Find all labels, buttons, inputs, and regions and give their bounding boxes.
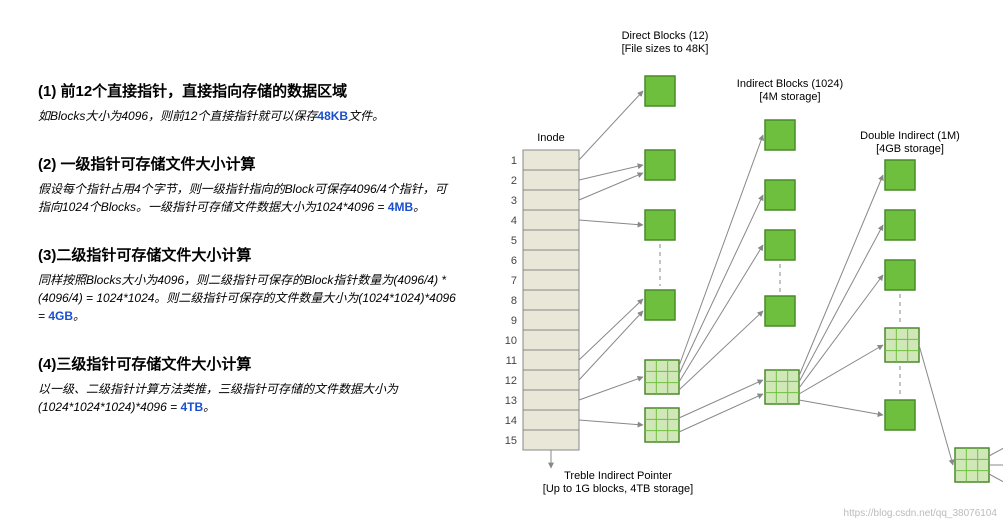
label-inode: Inode xyxy=(523,132,579,145)
section-1-body: 如Blocks大小为4096，则前12个直接指针就可以保存48KB文件。 xyxy=(38,107,458,125)
s4-body-b: 。 xyxy=(203,400,215,414)
section-4-body: 以一级、二级指针计算方法类推，三级指针可存储的文件数据大小为 (1024*102… xyxy=(38,380,458,416)
label-indirect: Indirect Blocks (1024) [4M storage] xyxy=(715,78,865,104)
s2-body-a: 假设每个指针占用4个字节，则一级指针指向的Block可保存4096/4个指针，可… xyxy=(38,182,447,214)
label-treble: Treble Indirect Pointer [Up to 1G blocks… xyxy=(523,470,713,496)
section-2: (2) 一级指针可存储文件大小计算 假设每个指针占用4个字节，则一级指针指向的B… xyxy=(38,153,458,216)
svg-text:10: 10 xyxy=(505,335,517,347)
s4-highlight: 4TB xyxy=(180,400,203,414)
label-double-main: Double Indirect (1M) xyxy=(860,130,960,142)
svg-text:11: 11 xyxy=(506,355,517,367)
label-treble-sub: [Up to 1G blocks, 4TB storage] xyxy=(543,483,693,495)
svg-text:12: 12 xyxy=(505,375,517,387)
svg-text:15: 15 xyxy=(505,435,517,447)
label-double-sub: [4GB storage] xyxy=(876,143,944,155)
watermark: https://blog.csdn.net/qq_38076104 xyxy=(844,508,997,519)
label-indirect-main: Indirect Blocks (1024) xyxy=(737,78,843,90)
section-2-title: (2) 一级指针可存储文件大小计算 xyxy=(38,153,458,174)
label-double: Double Indirect (1M) [4GB storage] xyxy=(835,130,985,156)
svg-text:1: 1 xyxy=(511,155,517,167)
s1-highlight: 48KB xyxy=(317,109,348,123)
section-3: (3)二级指针可存储文件大小计算 同样按照Blocks大小为4096，则二级指针… xyxy=(38,244,458,325)
s4-body-a: 以一级、二级指针计算方法类推，三级指针可存储的文件数据大小为 (1024*102… xyxy=(38,382,398,414)
inode-diagram: 123456789101112131415 Inode Direct Block… xyxy=(465,0,1003,523)
s3-highlight: 4GB xyxy=(48,309,73,323)
label-indirect-sub: [4M storage] xyxy=(759,91,820,103)
s2-body-b: 。 xyxy=(413,200,425,214)
svg-text:4: 4 xyxy=(511,215,517,227)
section-1-title: (1) 前12个直接指针，直接指向存储的数据区域 xyxy=(38,80,458,101)
section-2-body: 假设每个指针占用4个字节，则一级指针指向的Block可保存4096/4个指针，可… xyxy=(38,180,458,216)
label-treble-main: Treble Indirect Pointer xyxy=(564,470,672,482)
svg-text:6: 6 xyxy=(511,255,517,267)
s1-body-b: 文件。 xyxy=(348,109,384,123)
s1-body-a: 如Blocks大小为4096，则前12个直接指针就可以保存 xyxy=(38,109,317,123)
section-1: (1) 前12个直接指针，直接指向存储的数据区域 如Blocks大小为4096，… xyxy=(38,80,458,125)
s3-body-a: 同样按照Blocks大小为4096，则二级指针可保存的Block指针数量为(40… xyxy=(38,273,456,323)
s2-highlight: 4MB xyxy=(388,200,413,214)
section-3-body: 同样按照Blocks大小为4096，则二级指针可保存的Block指针数量为(40… xyxy=(38,271,458,325)
svg-text:13: 13 xyxy=(505,395,517,407)
label-direct-sub: [File sizes to 48K] xyxy=(622,43,709,55)
section-4: (4)三级指针可存储文件大小计算 以一级、二级指针计算方法类推，三级指针可存储的… xyxy=(38,353,458,416)
text-panel: (1) 前12个直接指针，直接指向存储的数据区域 如Blocks大小为4096，… xyxy=(38,80,458,444)
svg-text:14: 14 xyxy=(505,415,517,427)
section-4-title: (4)三级指针可存储文件大小计算 xyxy=(38,353,458,374)
svg-text:3: 3 xyxy=(511,195,517,207)
section-3-title: (3)二级指针可存储文件大小计算 xyxy=(38,244,458,265)
svg-text:5: 5 xyxy=(511,235,517,247)
svg-text:7: 7 xyxy=(511,275,517,287)
svg-text:2: 2 xyxy=(511,175,517,187)
label-direct: Direct Blocks (12) [File sizes to 48K] xyxy=(595,30,735,56)
svg-text:9: 9 xyxy=(511,315,517,327)
label-direct-main: Direct Blocks (12) xyxy=(622,30,709,42)
svg-text:8: 8 xyxy=(511,295,517,307)
s3-body-b: 。 xyxy=(73,309,85,323)
